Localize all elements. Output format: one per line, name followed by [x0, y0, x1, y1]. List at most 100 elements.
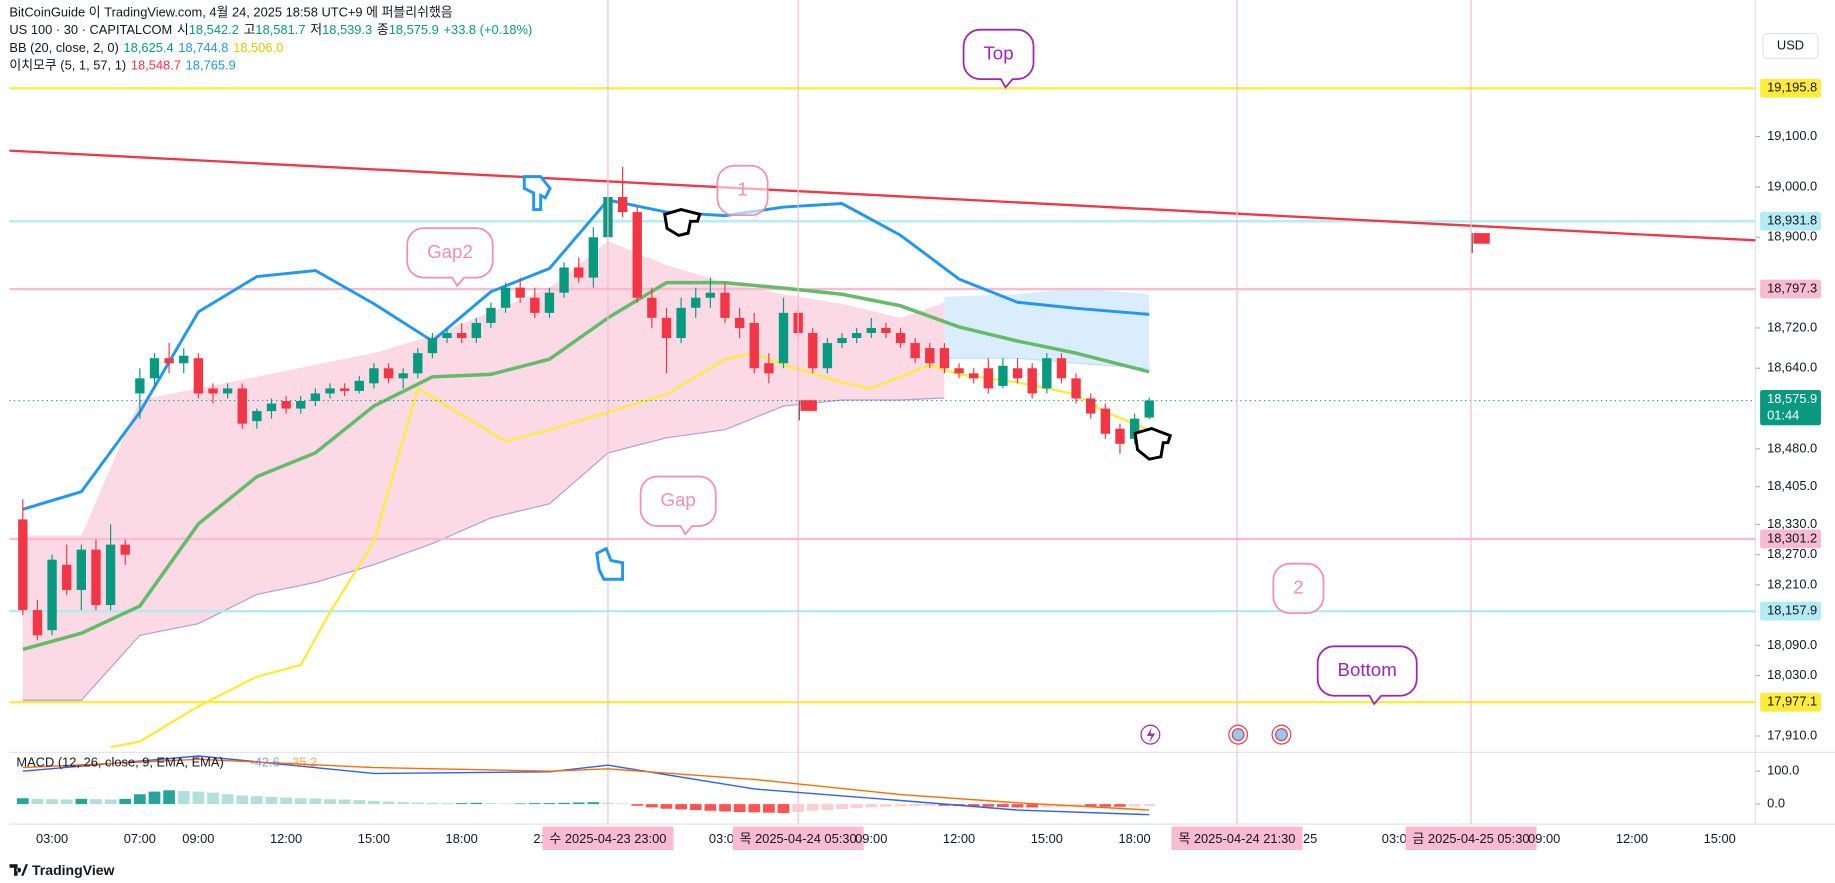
candle-body — [1144, 400, 1154, 418]
y-tick-label: 18,330.0 — [1767, 516, 1817, 531]
annotation-text: Gap2 — [427, 241, 473, 262]
candle-body — [310, 393, 321, 402]
macd-histogram-bar — [1070, 804, 1082, 807]
x-tick-label: 목 2025-04-24 21:30 — [1178, 831, 1295, 846]
annotation-bubble — [1272, 562, 1325, 615]
macd-histogram-bar — [514, 803, 527, 805]
candle-body — [925, 348, 935, 364]
x-tick-label: 수 2025-04-23 23:00 — [549, 831, 666, 846]
candle-body — [456, 332, 467, 339]
annotation: 1 — [716, 164, 769, 217]
y-tick-label: 19,100.0 — [1767, 128, 1817, 143]
x-tick-label: 09:00 — [855, 831, 887, 846]
footer-logo: TradingView — [9, 862, 114, 878]
event-icons — [1140, 724, 1292, 745]
macd-histogram-bar — [836, 804, 848, 810]
logo-icon — [9, 864, 29, 876]
candle-body — [179, 355, 189, 364]
hand-icon — [663, 208, 702, 238]
macd-histogram-bar — [324, 799, 336, 805]
indicator-value: 18,744.8 — [178, 41, 229, 56]
indicator-line — [22, 280, 1150, 652]
candle-body — [851, 332, 862, 339]
x-tick-highlight — [1171, 826, 1303, 851]
macd-histogram-bar — [602, 802, 614, 805]
candle-body — [647, 297, 657, 318]
ohlc-value: 18,539.3 — [322, 23, 373, 38]
candle-body — [691, 297, 701, 308]
candle-body — [617, 196, 628, 213]
candle-body — [471, 322, 481, 339]
macd-histogram-bar — [558, 802, 570, 805]
flags — [798, 233, 1490, 421]
macd-histogram-bar — [982, 804, 995, 807]
macd-line — [22, 758, 1150, 811]
macd-histogram-bar — [426, 802, 439, 805]
flag — [800, 400, 817, 411]
hand-icons — [522, 175, 1173, 581]
macd-histogram-bar — [645, 804, 658, 808]
candle-body — [91, 549, 101, 606]
publisher-line: BitCoinGuide 이 TradingView.com, 4월 24, 2… — [9, 5, 453, 21]
macd-histogram-bar — [46, 799, 58, 805]
candle-body — [1100, 408, 1111, 434]
x-tick-label: 금 2025-04-25 05:30 — [1413, 831, 1530, 846]
macd-histogram-bar — [1143, 804, 1156, 807]
candle-body — [822, 343, 833, 369]
y-tick-label: 19,000.0 — [1767, 178, 1817, 193]
candle-body — [296, 401, 306, 409]
countdown-label: 01:44 — [1767, 407, 1799, 422]
indicator-value: 18,765.9 — [185, 58, 236, 73]
hand-icon — [522, 175, 552, 212]
macd-histogram-bar — [338, 799, 351, 805]
y-tick-label: 18,405.0 — [1767, 478, 1817, 493]
cloud-area — [22, 241, 945, 701]
candle-body — [676, 307, 686, 339]
header: BitCoinGuide 이 TradingView.com, 4월 24, 2… — [9, 5, 537, 76]
candle-body — [164, 358, 174, 364]
y-tick-label: 18,030.0 — [1767, 667, 1817, 682]
change: +33.8 (+0.18%) — [443, 23, 533, 38]
annotation-text: 2 — [1293, 576, 1303, 597]
annotation-text: 1 — [737, 178, 747, 199]
currency-button[interactable]: USD — [1762, 32, 1819, 59]
annotation-text: Top — [983, 42, 1013, 63]
x-tick-label: 12:00 — [1616, 831, 1648, 846]
x-tick-label: 18:00 — [1118, 831, 1150, 846]
annotation: Gap2 — [406, 227, 494, 288]
candle-body — [939, 348, 950, 369]
y-tick-label: 18,210.0 — [1767, 576, 1817, 591]
macd-histogram-bar — [309, 798, 322, 805]
macd-histogram-bar — [1099, 804, 1112, 807]
macd-histogram-bar — [382, 801, 395, 805]
x-tick-label: 15:00 — [1704, 831, 1736, 846]
candle-body — [559, 267, 569, 293]
candle-body — [18, 519, 28, 611]
macd-histogram-bar — [543, 803, 556, 805]
macd-histogram-bar — [353, 800, 366, 805]
level-label: 18,301.2 — [1767, 530, 1817, 545]
current-price-label: 18,575.9 — [1767, 391, 1817, 406]
footer-text: TradingView — [31, 861, 115, 879]
y-tick-label: 18,900.0 — [1767, 229, 1817, 244]
ohlc-key: 시 — [176, 23, 189, 38]
candle-body — [281, 401, 291, 409]
macd-histogram-bar — [631, 804, 644, 806]
macd-histogram-bar — [763, 804, 775, 813]
y-tick-label: 18,640.0 — [1767, 360, 1817, 375]
candle-body — [193, 358, 204, 394]
macd-tick-label: 0.0 — [1767, 796, 1785, 811]
candle-body — [442, 332, 452, 339]
macd-histogram-bar — [148, 791, 161, 805]
macd-histogram-bar — [938, 804, 951, 806]
macd-histogram-bar — [455, 803, 468, 805]
macd-histogram-bar — [967, 804, 980, 807]
candle-body — [1056, 358, 1067, 379]
macd-histogram-bar — [411, 802, 424, 805]
event-icon-glyph — [1275, 728, 1288, 742]
y-tick-label: 18,090.0 — [1767, 637, 1817, 652]
macd-histogram-bar — [1128, 804, 1141, 807]
candle-body — [120, 544, 130, 555]
macd-histogram-bar — [75, 798, 88, 805]
macd-histogram-bar — [865, 804, 878, 808]
